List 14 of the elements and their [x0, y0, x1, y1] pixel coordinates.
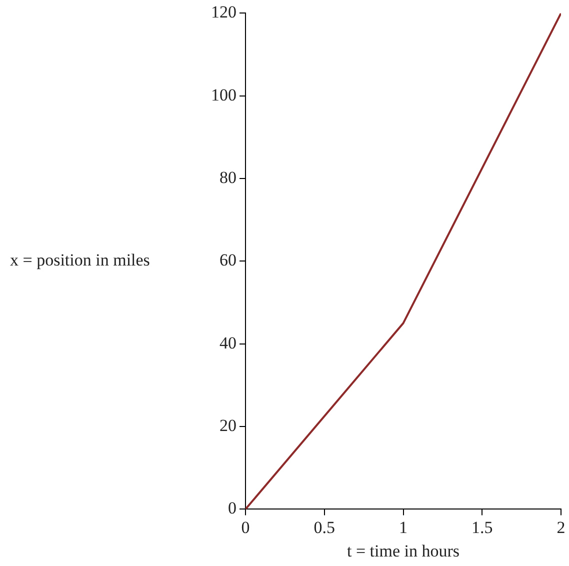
y-tick-label: 20	[220, 416, 236, 435]
x-tick-label: 0.5	[314, 518, 335, 537]
y-tick-label: 80	[220, 168, 236, 187]
x-axis-title: t = time in hours	[346, 541, 460, 560]
y-axis-title: x = position in miles	[10, 250, 150, 270]
y-tick-label: 120	[211, 2, 236, 22]
x-tick-label: 0	[241, 518, 250, 537]
x-tick-label: 1	[399, 518, 408, 537]
y-tick-label: 40	[220, 333, 236, 352]
y-tick-label: 60	[220, 250, 236, 270]
y-tick-label: 100	[211, 85, 236, 104]
x-tick-label: 1.5	[472, 518, 493, 537]
y-tick-label: 0	[228, 498, 236, 518]
x-tick-label: 2	[556, 518, 566, 537]
